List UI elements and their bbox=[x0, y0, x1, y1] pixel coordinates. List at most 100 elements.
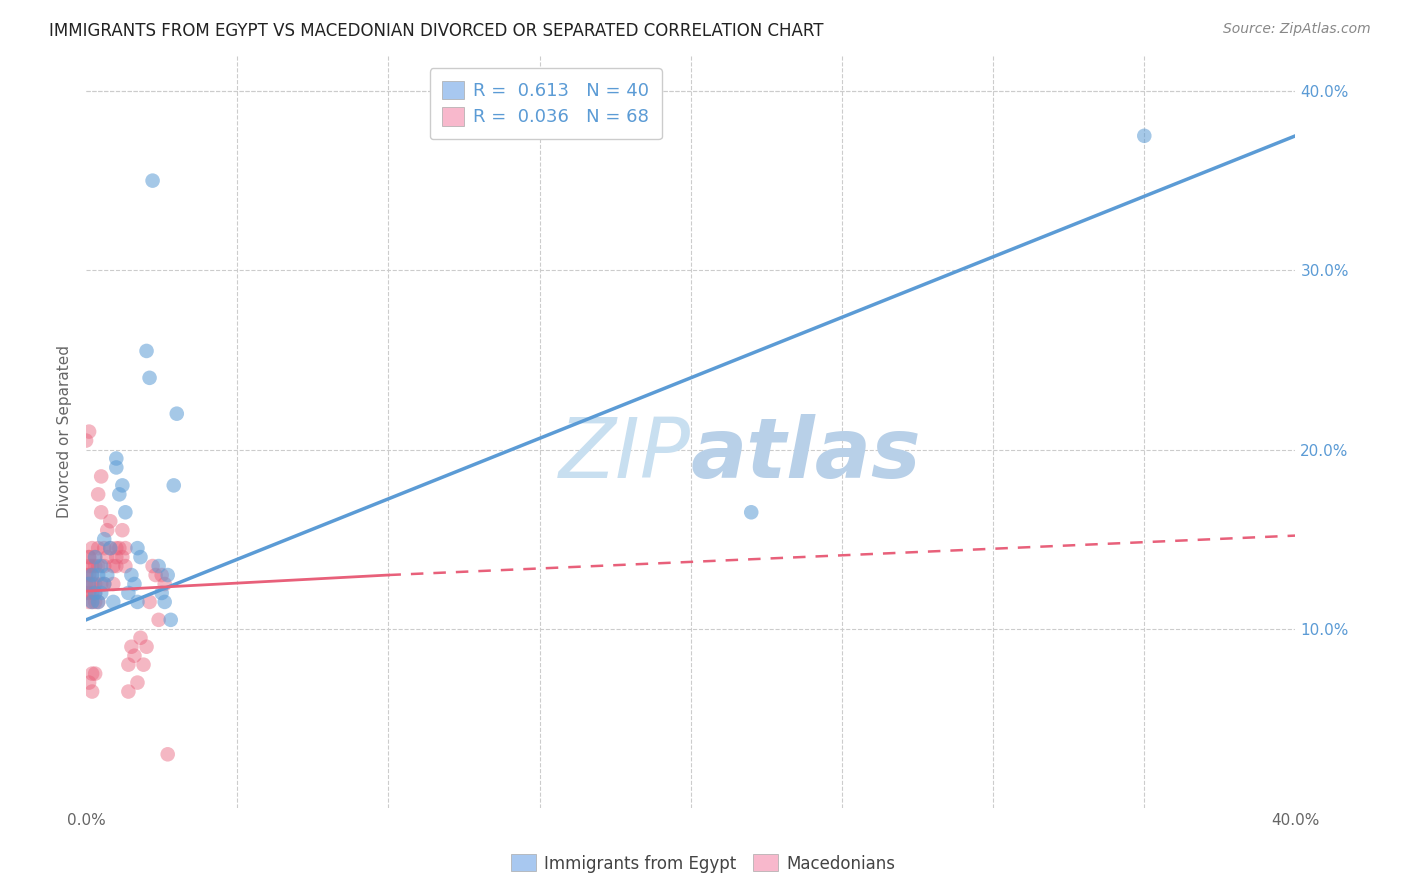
Point bbox=[87, 595, 110, 609]
Point bbox=[82, 577, 104, 591]
Point bbox=[103, 595, 125, 609]
Point bbox=[120, 568, 142, 582]
Point bbox=[90, 559, 112, 574]
Point bbox=[93, 577, 115, 591]
Point bbox=[105, 451, 128, 466]
Point bbox=[98, 514, 121, 528]
Point bbox=[111, 478, 134, 492]
Point bbox=[82, 568, 104, 582]
Point bbox=[120, 640, 142, 654]
Point bbox=[82, 541, 104, 556]
Point bbox=[82, 595, 104, 609]
Point bbox=[156, 568, 179, 582]
Point bbox=[77, 550, 100, 565]
Point bbox=[84, 666, 107, 681]
Point bbox=[96, 568, 118, 582]
Point bbox=[145, 568, 167, 582]
Point bbox=[138, 371, 160, 385]
Point bbox=[77, 577, 100, 591]
Point bbox=[135, 343, 157, 358]
Point bbox=[96, 523, 118, 537]
Point bbox=[127, 541, 149, 556]
Point bbox=[98, 541, 121, 556]
Point bbox=[87, 568, 110, 582]
Point bbox=[84, 550, 107, 565]
Point bbox=[84, 550, 107, 565]
Point bbox=[124, 577, 146, 591]
Point bbox=[111, 550, 134, 565]
Point bbox=[82, 559, 104, 574]
Point bbox=[103, 577, 125, 591]
Point bbox=[148, 559, 170, 574]
Point bbox=[166, 407, 188, 421]
Point bbox=[84, 577, 107, 591]
Text: IMMIGRANTS FROM EGYPT VS MACEDONIAN DIVORCED OR SEPARATED CORRELATION CHART: IMMIGRANTS FROM EGYPT VS MACEDONIAN DIVO… bbox=[49, 22, 824, 40]
Point bbox=[108, 541, 131, 556]
Point bbox=[163, 478, 186, 492]
Point bbox=[90, 505, 112, 519]
Point bbox=[150, 586, 173, 600]
Point bbox=[87, 541, 110, 556]
Point bbox=[93, 532, 115, 546]
Point bbox=[77, 595, 100, 609]
Point bbox=[153, 577, 176, 591]
Point bbox=[132, 657, 155, 672]
Point bbox=[142, 173, 165, 187]
Point bbox=[84, 595, 107, 609]
Point bbox=[117, 657, 139, 672]
Point bbox=[82, 568, 104, 582]
Point bbox=[1133, 128, 1156, 143]
Point bbox=[84, 586, 107, 600]
Legend: R =  0.613   N = 40, R =  0.036   N = 68: R = 0.613 N = 40, R = 0.036 N = 68 bbox=[430, 68, 662, 139]
Point bbox=[93, 577, 115, 591]
Point bbox=[105, 559, 128, 574]
Point bbox=[77, 550, 100, 565]
Point bbox=[156, 747, 179, 762]
Point bbox=[135, 640, 157, 654]
Point bbox=[96, 550, 118, 565]
Text: atlas: atlas bbox=[690, 414, 921, 495]
Point bbox=[117, 684, 139, 698]
Point bbox=[117, 586, 139, 600]
Point bbox=[77, 425, 100, 439]
Point bbox=[87, 487, 110, 501]
Point bbox=[77, 675, 100, 690]
Point bbox=[75, 586, 97, 600]
Text: ZIP: ZIP bbox=[558, 414, 690, 495]
Point bbox=[77, 568, 100, 582]
Point bbox=[129, 631, 152, 645]
Point bbox=[114, 559, 136, 574]
Point bbox=[82, 595, 104, 609]
Point bbox=[142, 559, 165, 574]
Point bbox=[90, 469, 112, 483]
Point bbox=[87, 595, 110, 609]
Point bbox=[90, 586, 112, 600]
Point bbox=[84, 559, 107, 574]
Text: Source: ZipAtlas.com: Source: ZipAtlas.com bbox=[1223, 22, 1371, 37]
Point bbox=[127, 675, 149, 690]
Point bbox=[108, 487, 131, 501]
Point bbox=[98, 541, 121, 556]
Point bbox=[138, 595, 160, 609]
Point bbox=[153, 595, 176, 609]
Point bbox=[105, 550, 128, 565]
Point bbox=[159, 613, 181, 627]
Legend: Immigrants from Egypt, Macedonians: Immigrants from Egypt, Macedonians bbox=[503, 847, 903, 880]
Point bbox=[111, 523, 134, 537]
Y-axis label: Divorced or Separated: Divorced or Separated bbox=[58, 345, 72, 518]
Point bbox=[75, 577, 97, 591]
Point bbox=[77, 559, 100, 574]
Point bbox=[75, 568, 97, 582]
Point bbox=[75, 434, 97, 448]
Point bbox=[77, 586, 100, 600]
Point bbox=[124, 648, 146, 663]
Point bbox=[90, 577, 112, 591]
Point bbox=[740, 505, 762, 519]
Point bbox=[77, 577, 100, 591]
Point bbox=[127, 595, 149, 609]
Point bbox=[87, 559, 110, 574]
Point bbox=[93, 559, 115, 574]
Point bbox=[82, 684, 104, 698]
Point bbox=[84, 586, 107, 600]
Point bbox=[103, 559, 125, 574]
